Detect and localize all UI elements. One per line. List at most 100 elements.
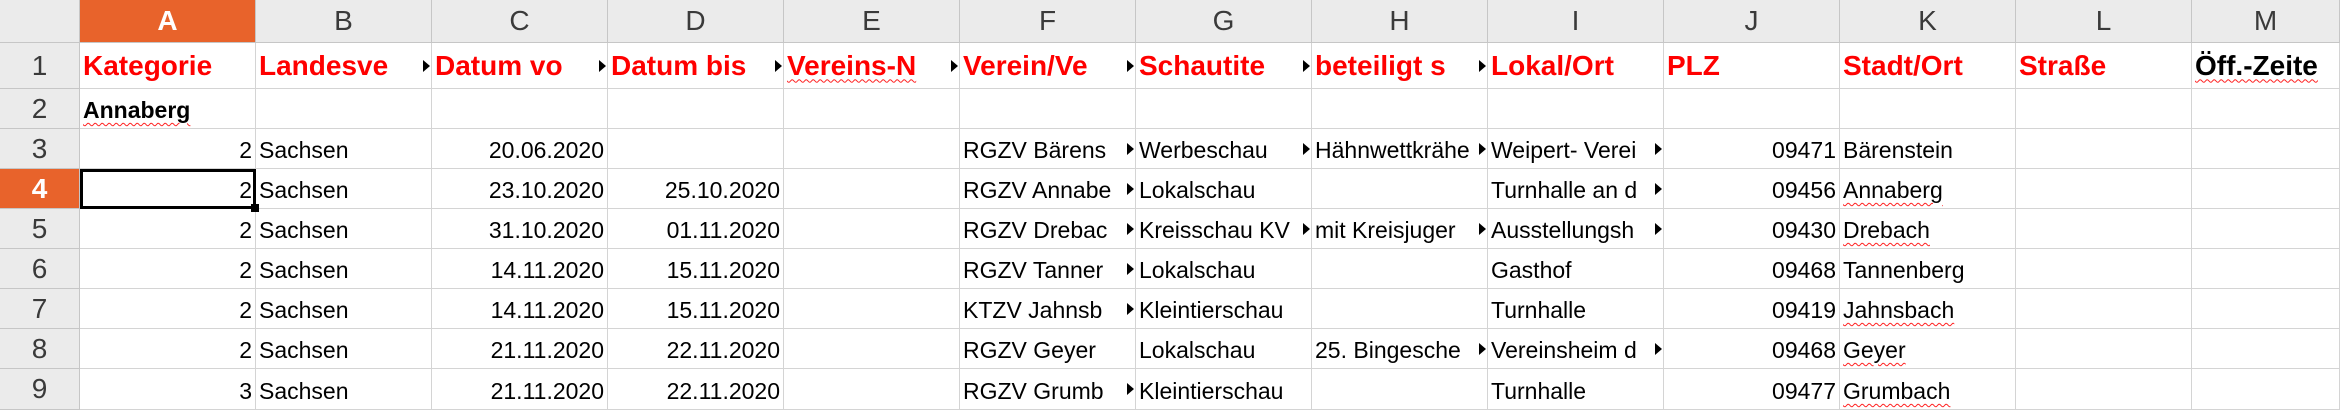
column-header-m[interactable]: M <box>2192 0 2340 43</box>
cell-e2[interactable] <box>784 89 960 129</box>
cell-k9[interactable]: Grumbach <box>1840 369 2016 410</box>
cell-d2[interactable] <box>608 89 784 129</box>
cell-c3[interactable]: 20.06.2020 <box>432 129 608 169</box>
cell-a2[interactable]: Annaberg <box>80 89 256 129</box>
cell-h3[interactable]: Hähnwettkrähe <box>1312 129 1488 169</box>
cell-j8[interactable]: 09468 <box>1664 329 1840 369</box>
cell-c9[interactable]: 21.11.2020 <box>432 369 608 410</box>
cell-a8[interactable]: 2 <box>80 329 256 369</box>
cell-l7[interactable] <box>2016 289 2192 329</box>
cell-l8[interactable] <box>2016 329 2192 369</box>
cell-i4[interactable]: Turnhalle an d <box>1488 169 1664 209</box>
cell-header-g[interactable]: Schautite <box>1136 43 1312 89</box>
cell-m8[interactable] <box>2192 329 2340 369</box>
cell-a4[interactable]: 2 <box>80 169 256 209</box>
cell-d9[interactable]: 22.11.2020 <box>608 369 784 410</box>
cell-g8[interactable]: Lokalschau <box>1136 329 1312 369</box>
cell-b5[interactable]: Sachsen <box>256 209 432 249</box>
cell-c8[interactable]: 21.11.2020 <box>432 329 608 369</box>
column-header-e[interactable]: E <box>784 0 960 43</box>
cell-l5[interactable] <box>2016 209 2192 249</box>
cell-g2[interactable] <box>1136 89 1312 129</box>
cell-m7[interactable] <box>2192 289 2340 329</box>
cell-m3[interactable] <box>2192 129 2340 169</box>
cell-header-k[interactable]: Stadt/Ort <box>1840 43 2016 89</box>
cell-l9[interactable] <box>2016 369 2192 410</box>
cell-j7[interactable]: 09419 <box>1664 289 1840 329</box>
cell-header-l[interactable]: Straße <box>2016 43 2192 89</box>
column-header-i[interactable]: I <box>1488 0 1664 43</box>
cell-i2[interactable] <box>1488 89 1664 129</box>
cell-d8[interactable]: 22.11.2020 <box>608 329 784 369</box>
cell-k4[interactable]: Annaberg <box>1840 169 2016 209</box>
cell-m5[interactable] <box>2192 209 2340 249</box>
cell-header-e[interactable]: Vereins-N <box>784 43 960 89</box>
cell-b4[interactable]: Sachsen <box>256 169 432 209</box>
cell-g4[interactable]: Lokalschau <box>1136 169 1312 209</box>
cell-h7[interactable] <box>1312 289 1488 329</box>
cell-f7[interactable]: KTZV Jahnsb <box>960 289 1136 329</box>
cell-i7[interactable]: Turnhalle <box>1488 289 1664 329</box>
cell-k6[interactable]: Tannenberg <box>1840 249 2016 289</box>
cell-j4[interactable]: 09456 <box>1664 169 1840 209</box>
cell-header-a[interactable]: Kategorie <box>80 43 256 89</box>
cell-g3[interactable]: Werbeschau <box>1136 129 1312 169</box>
column-header-k[interactable]: K <box>1840 0 2016 43</box>
cell-c2[interactable] <box>432 89 608 129</box>
cell-g7[interactable]: Kleintierschau <box>1136 289 1312 329</box>
cell-f4[interactable]: RGZV Annabe <box>960 169 1136 209</box>
cell-b9[interactable]: Sachsen <box>256 369 432 410</box>
cell-h6[interactable] <box>1312 249 1488 289</box>
cell-m4[interactable] <box>2192 169 2340 209</box>
cell-h2[interactable] <box>1312 89 1488 129</box>
cell-c5[interactable]: 31.10.2020 <box>432 209 608 249</box>
cell-i3[interactable]: Weipert- Verei <box>1488 129 1664 169</box>
cell-g6[interactable]: Lokalschau <box>1136 249 1312 289</box>
cell-d3[interactable] <box>608 129 784 169</box>
select-all-corner[interactable] <box>0 0 80 43</box>
cell-e4[interactable] <box>784 169 960 209</box>
cell-m9[interactable] <box>2192 369 2340 410</box>
cell-k8[interactable]: Geyer <box>1840 329 2016 369</box>
cell-g5[interactable]: Kreisschau KV <box>1136 209 1312 249</box>
cell-f6[interactable]: RGZV Tanner <box>960 249 1136 289</box>
row-header-8[interactable]: 8 <box>0 329 80 369</box>
cell-l3[interactable] <box>2016 129 2192 169</box>
cell-header-f[interactable]: Verein/Ve <box>960 43 1136 89</box>
cell-d5[interactable]: 01.11.2020 <box>608 209 784 249</box>
cell-j6[interactable]: 09468 <box>1664 249 1840 289</box>
row-header-6[interactable]: 6 <box>0 249 80 289</box>
cell-g9[interactable]: Kleintierschau <box>1136 369 1312 410</box>
cell-e9[interactable] <box>784 369 960 410</box>
cell-f2[interactable] <box>960 89 1136 129</box>
cell-i9[interactable]: Turnhalle <box>1488 369 1664 410</box>
column-header-d[interactable]: D <box>608 0 784 43</box>
cell-l2[interactable] <box>2016 89 2192 129</box>
cell-l4[interactable] <box>2016 169 2192 209</box>
cell-h4[interactable] <box>1312 169 1488 209</box>
cell-header-i[interactable]: Lokal/Ort <box>1488 43 1664 89</box>
cell-header-c[interactable]: Datum vo <box>432 43 608 89</box>
cell-i5[interactable]: Ausstellungsh <box>1488 209 1664 249</box>
cell-header-b[interactable]: Landesve <box>256 43 432 89</box>
cell-e7[interactable] <box>784 289 960 329</box>
column-header-h[interactable]: H <box>1312 0 1488 43</box>
cell-h8[interactable]: 25. Bingesche <box>1312 329 1488 369</box>
cell-e8[interactable] <box>784 329 960 369</box>
cell-j5[interactable]: 09430 <box>1664 209 1840 249</box>
cell-e3[interactable] <box>784 129 960 169</box>
row-header-9[interactable]: 9 <box>0 369 80 410</box>
cell-i8[interactable]: Vereinsheim d <box>1488 329 1664 369</box>
cell-j9[interactable]: 09477 <box>1664 369 1840 410</box>
column-header-a[interactable]: A <box>80 0 256 43</box>
cell-h9[interactable] <box>1312 369 1488 410</box>
cell-k5[interactable]: Drebach <box>1840 209 2016 249</box>
row-header-1[interactable]: 1 <box>0 43 80 89</box>
cell-a5[interactable]: 2 <box>80 209 256 249</box>
cell-j3[interactable]: 09471 <box>1664 129 1840 169</box>
cell-header-m[interactable]: Öff.-Zeite <box>2192 43 2340 89</box>
cell-k2[interactable] <box>1840 89 2016 129</box>
cell-header-j[interactable]: PLZ <box>1664 43 1840 89</box>
cell-f9[interactable]: RGZV Grumb <box>960 369 1136 410</box>
